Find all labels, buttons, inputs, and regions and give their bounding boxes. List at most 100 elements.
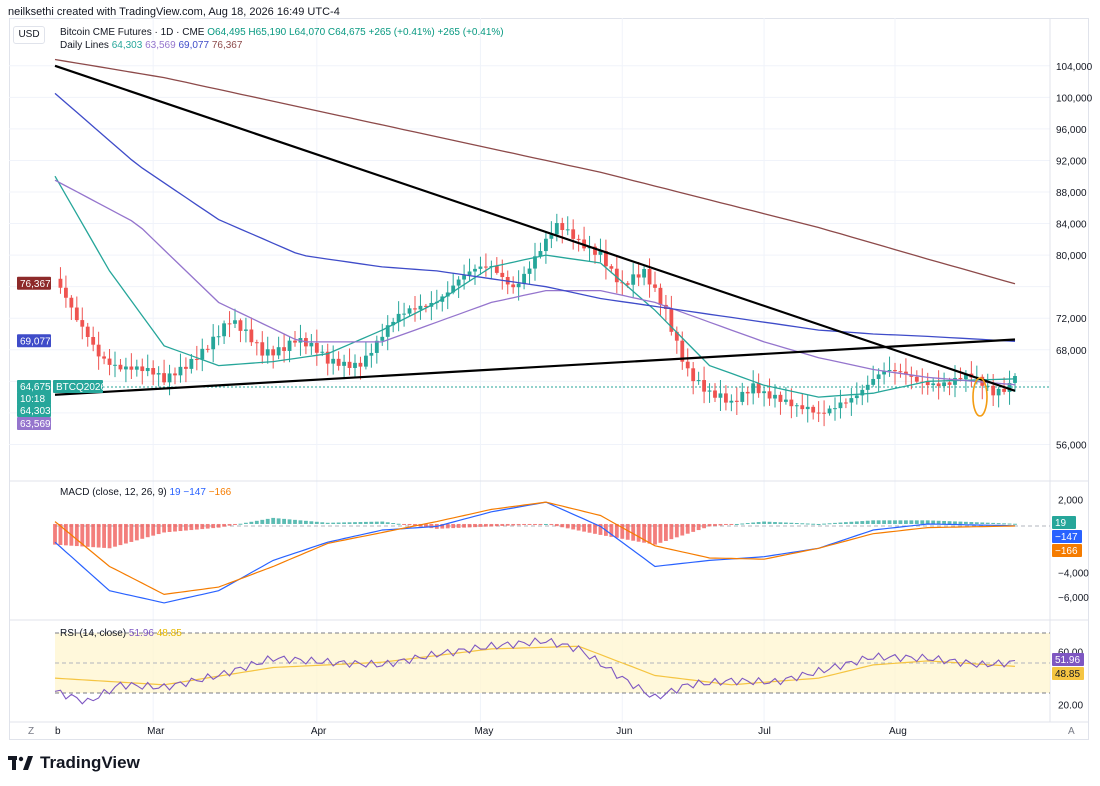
last-price-badge-bg <box>17 380 51 393</box>
macd-histogram-bar <box>244 522 248 524</box>
currency-button[interactable]: USD <box>13 26 45 44</box>
candle-body <box>576 238 581 240</box>
macd-histogram-bar <box>909 520 914 524</box>
macd-histogram-bar <box>953 521 957 524</box>
candle-body <box>162 373 166 383</box>
candle-body <box>674 331 679 341</box>
candle-body <box>522 273 526 284</box>
ma200-badge-bg <box>17 276 51 290</box>
macd-histogram-bar <box>227 523 232 526</box>
macd-histogram-bar <box>445 523 450 529</box>
macd-histogram-bar <box>489 523 494 527</box>
tradingview-logo-icon <box>8 756 33 770</box>
candle-body <box>925 381 930 386</box>
candle-body <box>904 371 908 375</box>
auto-scale-button[interactable]: A <box>1068 726 1075 737</box>
price-axis: 104,000 100,000 96,000 92,000 88,000 84,000 80… <box>1056 62 1093 452</box>
tradingview-logo[interactable]: TradingView <box>8 753 140 773</box>
candle-body <box>604 251 608 267</box>
macd-histogram-bar <box>325 522 330 524</box>
macd-histogram-bar <box>162 523 166 533</box>
macd-tick-label: −6,000 <box>1058 593 1089 604</box>
macd-hist-badge-bg <box>1052 516 1076 529</box>
candle-body <box>276 347 281 356</box>
candle-body <box>773 394 777 399</box>
ma50-value: 69,077 <box>178 40 210 51</box>
macd-histogram-bar <box>958 521 963 524</box>
timezone-z-button[interactable]: Z <box>28 726 35 737</box>
candle-body <box>500 272 505 278</box>
rsi-ma-value: 48.85 <box>156 628 182 639</box>
candle-body <box>462 275 466 280</box>
candle-body <box>134 366 139 370</box>
candle-body <box>707 390 712 392</box>
candle-body <box>353 362 357 368</box>
candle-body <box>484 266 488 268</box>
candle-body <box>113 364 117 366</box>
candle-body <box>287 340 292 351</box>
macd-histogram-bar <box>440 523 445 529</box>
macd-histogram-bar <box>811 523 816 525</box>
candle-body <box>205 348 210 350</box>
macd-histogram-bar <box>342 522 346 524</box>
candle-body <box>102 356 106 359</box>
macd-histogram-bar <box>544 523 548 525</box>
macd-histogram-bar <box>96 523 101 548</box>
macd-histogram-bar <box>309 521 314 524</box>
candle-body <box>898 371 903 373</box>
candle-body <box>178 366 183 376</box>
macd-histogram-bar <box>816 523 821 525</box>
candle-body <box>145 368 150 372</box>
candle-body <box>625 283 630 285</box>
macd-histogram-bar <box>102 523 106 548</box>
candle-body <box>260 342 265 356</box>
signal-line <box>54 501 1016 596</box>
macd-histogram-bar <box>467 523 472 528</box>
candle-body <box>729 400 734 403</box>
macd-histogram-bar <box>713 523 717 526</box>
candle-body <box>636 274 641 278</box>
candle-body <box>713 390 717 398</box>
macd-histogram-bar <box>642 523 646 543</box>
candle-body <box>838 402 843 409</box>
macd-histogram-bar <box>347 522 352 524</box>
macd-histogram-bar <box>767 521 772 524</box>
price-tick-label: 84,000 <box>1056 220 1087 231</box>
macd-histogram-bar <box>931 520 936 524</box>
candle-body <box>151 368 156 375</box>
macd-histogram-bar <box>936 520 941 524</box>
macd-histogram-bar <box>451 523 456 529</box>
candle-body <box>544 238 548 252</box>
highlight-ellipse <box>972 377 988 417</box>
macd-histogram-bar <box>653 523 657 545</box>
candle-body <box>936 383 941 387</box>
candle-body <box>833 408 837 410</box>
macd-histogram-bar <box>751 522 756 524</box>
candle-body <box>953 377 957 385</box>
macd-histogram-bar <box>396 523 401 525</box>
macd-histogram-bar <box>134 523 139 541</box>
macd-histogram-bar <box>985 522 990 524</box>
candle-body <box>271 349 276 356</box>
symbol-tag-badge-bg <box>53 380 103 393</box>
candle-body <box>571 229 576 239</box>
macd-histogram-bar <box>794 523 799 525</box>
candle-body <box>527 268 532 274</box>
macd-histogram-bar <box>527 523 532 525</box>
candle-body <box>827 408 832 414</box>
candle-body <box>598 251 603 255</box>
macd-histogram-bar <box>669 523 674 540</box>
candle-body <box>402 313 406 315</box>
macd-histogram-bar <box>85 523 90 547</box>
macd-histogram-bar <box>173 523 177 532</box>
candle-body <box>751 383 756 394</box>
candle-body <box>222 323 226 337</box>
candle-body <box>893 369 897 372</box>
macd-histogram-bar <box>91 523 96 548</box>
candle-body <box>233 320 237 324</box>
macd-histogram-bar <box>598 523 603 535</box>
macd-histogram-bar <box>844 522 848 524</box>
candle-body <box>227 323 232 325</box>
